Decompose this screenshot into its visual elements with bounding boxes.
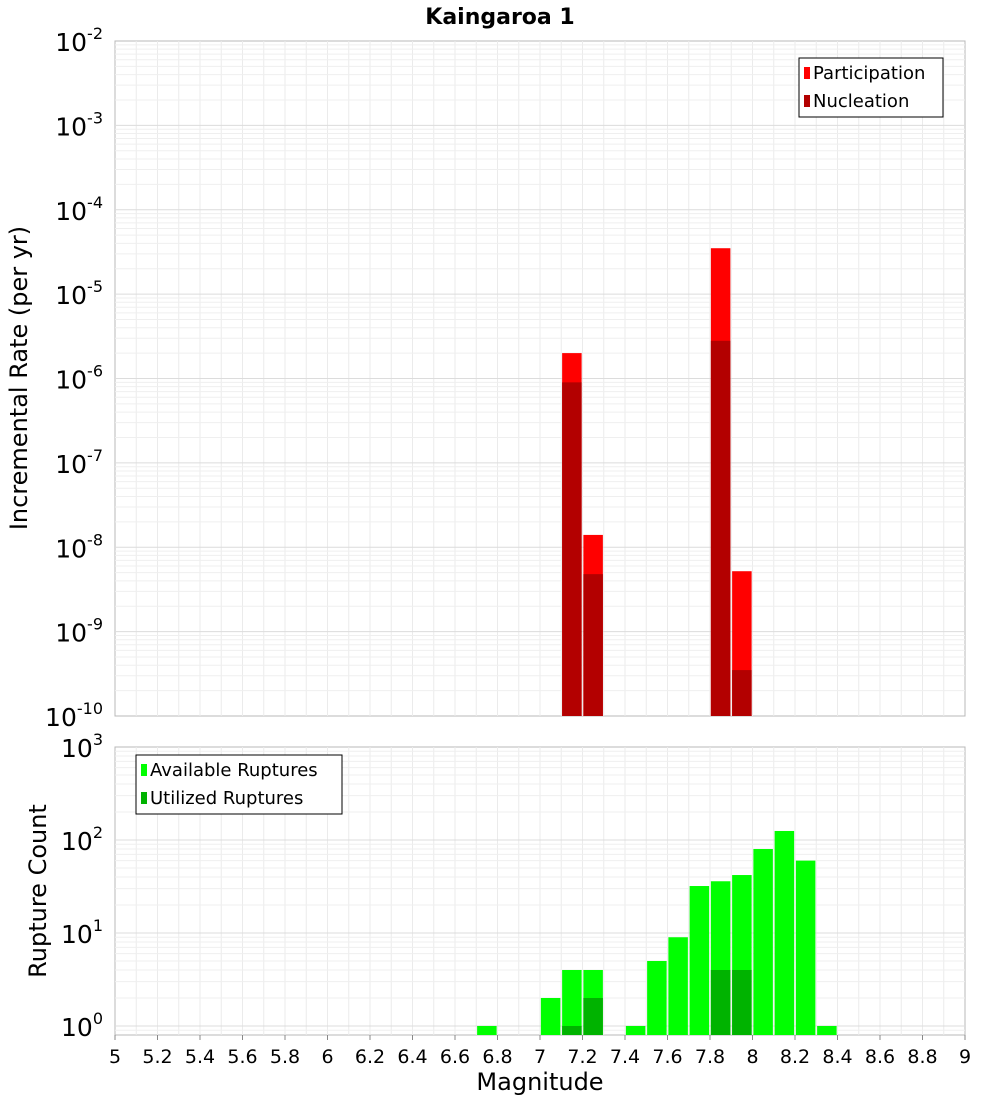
y-tick-label: 101 xyxy=(61,916,103,949)
x-tick-label: 5.6 xyxy=(227,1046,257,1068)
x-tick-label: 8.6 xyxy=(865,1046,895,1068)
y-tick-label: 10-8 xyxy=(55,530,103,563)
y-tick-label: 10-4 xyxy=(55,193,103,226)
bottom-panel: 103 102 101 100 5 5.2 5.4 5.6 5.8 6 6.2 6.4 6.6 6.8 7… xyxy=(24,730,971,1096)
x-tick-label: 7 xyxy=(534,1046,546,1068)
bar-utilized-ruptures xyxy=(583,997,603,1035)
x-tick-label: 7.4 xyxy=(610,1046,640,1068)
bottom-y-axis-label: Rupture Count xyxy=(24,804,52,978)
bar-nucleation xyxy=(583,574,603,716)
bar-utilized-ruptures xyxy=(710,969,731,1035)
top-y-axis-label: Incremental Rate (per yr) xyxy=(5,226,33,530)
y-tick-label: 10-5 xyxy=(55,277,103,310)
legend-label: Utilized Ruptures xyxy=(150,788,303,809)
x-tick-label: 6.4 xyxy=(397,1046,427,1068)
legend-box xyxy=(798,57,944,118)
x-tick-label: 7.6 xyxy=(652,1046,682,1068)
x-tick-label: 6.2 xyxy=(355,1046,385,1068)
y-tick-label: 10-10 xyxy=(45,699,103,732)
y-tick-label: 10-2 xyxy=(55,24,103,57)
y-tick-label: 103 xyxy=(61,730,103,763)
y-tick-label: 10-6 xyxy=(55,362,103,395)
top-gridlines xyxy=(115,41,965,716)
x-tick-label: 8.8 xyxy=(907,1046,937,1068)
x-tick-label: 8.4 xyxy=(822,1046,852,1068)
top-y-tick-labels: 10-2 10-3 10-4 10-5 10-6 10-7 10-8 10-9 10-10 xyxy=(45,24,103,732)
x-tick-label: 6.8 xyxy=(482,1046,512,1068)
bar-available-ruptures xyxy=(562,969,582,1035)
x-tick-label: 7.2 xyxy=(567,1046,597,1068)
legend-label: Available Ruptures xyxy=(150,760,318,781)
chart-title: Kaingaroa 1 xyxy=(425,5,574,30)
top-legend: Participation Nucleation xyxy=(798,57,944,118)
bar-nucleation xyxy=(732,670,752,716)
y-tick-label: 10-9 xyxy=(55,615,103,648)
bar-nucleation xyxy=(710,340,731,716)
y-tick-label: 100 xyxy=(61,1009,103,1042)
x-tick-label: 5.8 xyxy=(270,1046,300,1068)
legend-swatch xyxy=(141,792,147,804)
x-tick-label: 5.2 xyxy=(142,1046,172,1068)
x-tick-label: 8.2 xyxy=(780,1046,810,1068)
x-tick-label: 9 xyxy=(959,1046,971,1068)
x-tick-label: 5.4 xyxy=(185,1046,215,1068)
bar-available-ruptures xyxy=(817,1025,837,1035)
y-tick-label: 10-3 xyxy=(55,108,103,141)
bar-available-ruptures xyxy=(795,860,816,1035)
legend-swatch xyxy=(804,67,810,79)
x-tick-label: 5 xyxy=(109,1046,121,1068)
x-axis-label: Magnitude xyxy=(476,1068,603,1096)
bar-available-ruptures xyxy=(540,997,561,1035)
x-tick-label: 6 xyxy=(321,1046,333,1068)
bar-available-ruptures xyxy=(477,1025,497,1035)
x-tick-label: 7.8 xyxy=(695,1046,725,1068)
bar-nucleation xyxy=(562,382,582,716)
top-bars xyxy=(562,248,752,717)
bottom-bars xyxy=(477,830,837,1035)
bar-available-ruptures xyxy=(753,849,773,1035)
legend-swatch xyxy=(804,95,810,107)
bottom-legend: Available Ruptures Utilized Ruptures xyxy=(135,754,343,815)
bar-utilized-ruptures xyxy=(732,969,752,1035)
legend-label: Participation xyxy=(813,63,925,84)
y-tick-label: 102 xyxy=(61,823,103,856)
y-tick-label: 10-7 xyxy=(55,446,103,479)
bar-available-ruptures xyxy=(668,937,688,1035)
x-tick-labels: 5 5.2 5.4 5.6 5.8 6 6.2 6.4 6.6 6.8 7 7.2 7.4 7.6 7.8 8… xyxy=(109,1035,971,1068)
legend-box xyxy=(135,754,343,815)
legend-swatch xyxy=(141,764,147,776)
bar-utilized-ruptures xyxy=(562,1025,582,1035)
x-tick-label: 8 xyxy=(746,1046,758,1068)
legend-label: Nucleation xyxy=(813,91,909,112)
top-panel: 10-2 10-3 10-4 10-5 10-6 10-7 10-8 10-9 10-10 In… xyxy=(5,24,966,732)
bottom-y-tick-labels: 103 102 101 100 xyxy=(61,730,103,1042)
bar-available-ruptures xyxy=(689,886,710,1035)
bar-available-ruptures xyxy=(647,960,667,1035)
x-tick-label: 6.6 xyxy=(440,1046,470,1068)
bar-available-ruptures xyxy=(774,830,795,1035)
bar-available-ruptures xyxy=(625,1025,646,1035)
